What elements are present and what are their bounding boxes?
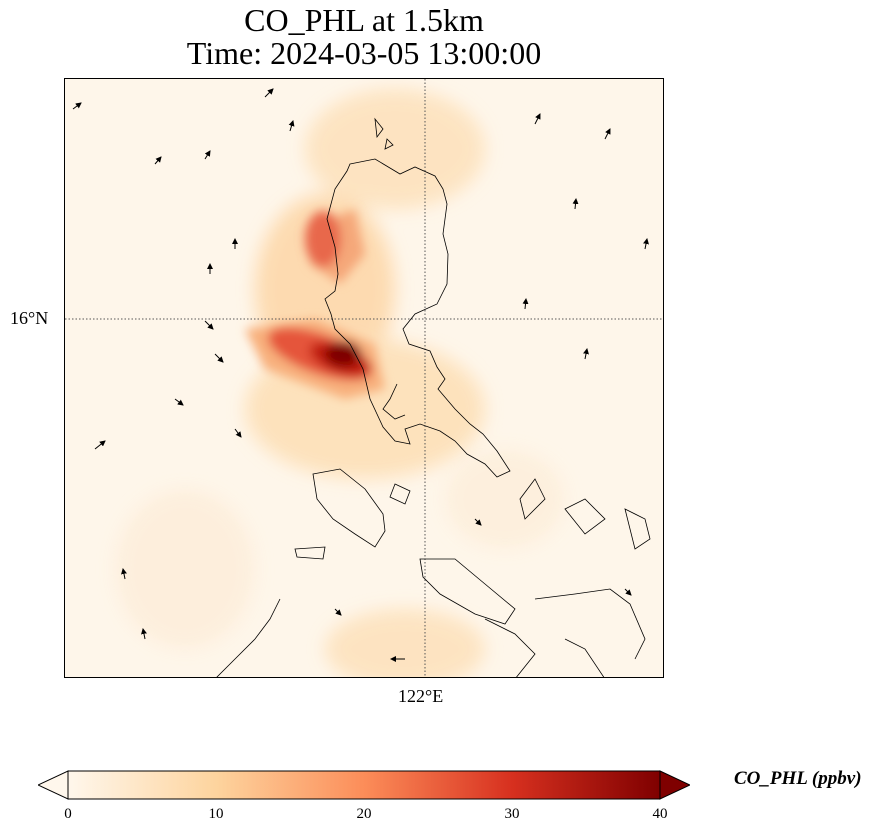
wind-arrow (643, 238, 649, 250)
wind-vectors (72, 88, 649, 662)
wind-arrow (154, 156, 162, 165)
wind-arrow (334, 608, 342, 616)
wind-arrow (72, 102, 82, 110)
wind-arrow (534, 113, 541, 125)
colorbar-extend-max (659, 770, 690, 800)
colorbar-tick-0: 0 (64, 806, 72, 822)
wind-arrow (604, 128, 611, 140)
wind-arrow (204, 320, 214, 330)
wind-arrow (204, 150, 211, 160)
wind-arrow (474, 518, 482, 526)
wind-arrow (264, 88, 274, 98)
coastlines (216, 117, 651, 677)
colorbar-gradient (67, 770, 661, 800)
wind-arrow (288, 120, 295, 132)
wind-arrow (174, 398, 184, 406)
wind-arrow (234, 428, 242, 438)
colorbar-extend-min (38, 770, 69, 800)
title-line-variable: CO_PHL at 1.5km (244, 2, 484, 38)
colorbar-tick-30: 30 (504, 806, 520, 822)
colorbar (38, 770, 690, 800)
latitude-label: 16°N (10, 308, 49, 328)
colorbar-tick-40: 40 (652, 806, 668, 822)
wind-arrow (522, 298, 529, 310)
wind-arrow (94, 440, 106, 450)
wind-arrow (141, 628, 147, 640)
concentration-field (115, 89, 565, 677)
map-panel (64, 78, 664, 678)
longitude-label: 122°E (398, 686, 444, 706)
wind-arrow (214, 353, 224, 363)
wind-arrow (121, 568, 127, 580)
colorbar-label: CO_PHL (ppbv) (734, 768, 862, 789)
colorbar-tick-10: 10 (208, 806, 224, 822)
map-svg (65, 79, 663, 677)
colorbar-tick-20: 20 (356, 806, 372, 822)
wind-arrow (583, 348, 589, 360)
chart-title: CO_PHL at 1.5km Time: 2024-03-05 13:00:0… (64, 4, 664, 70)
wind-arrow (572, 198, 579, 210)
title-line-time: Time: 2024-03-05 13:00:00 (186, 35, 542, 71)
wind-arrow (624, 588, 632, 596)
